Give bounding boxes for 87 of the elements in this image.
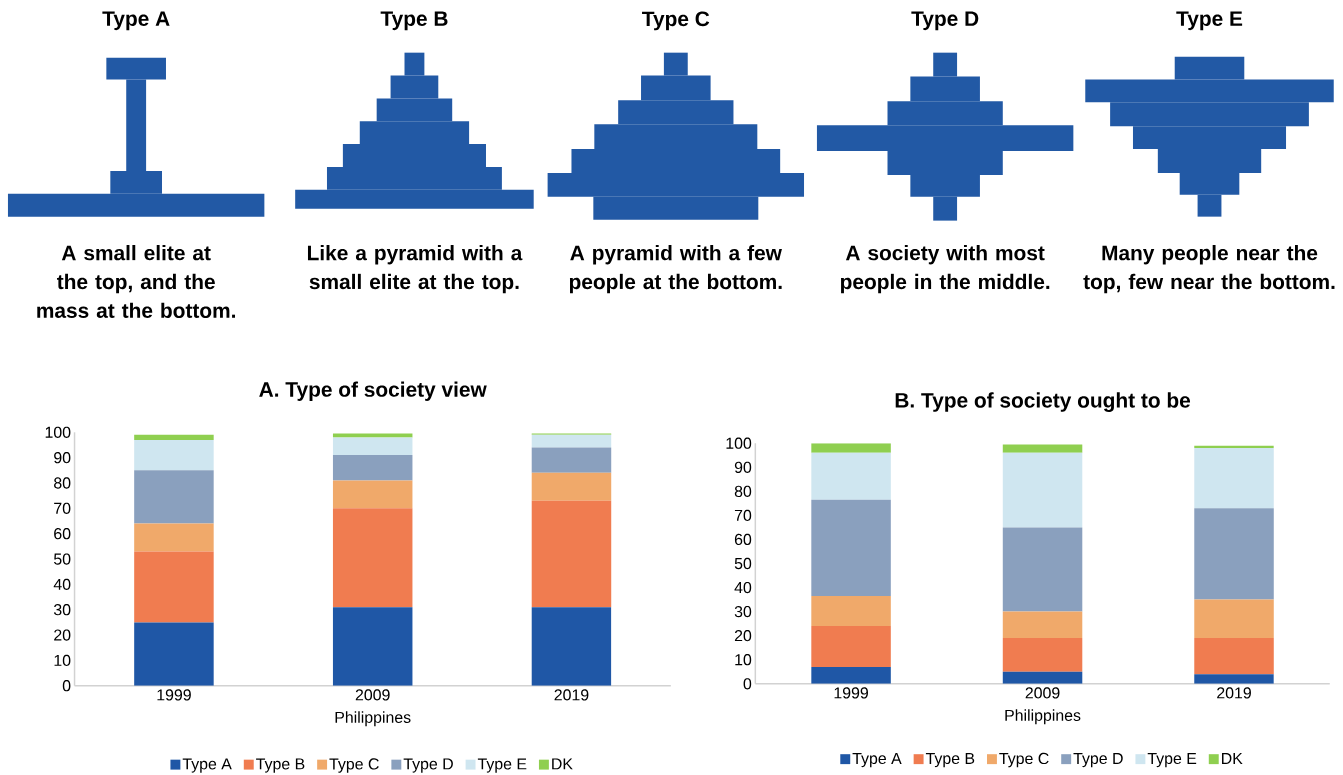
y-tick-label: 70 [734, 509, 752, 522]
y-tick-label: 100 [45, 426, 71, 438]
text: Type B [380, 11, 448, 31]
legend-label: Type D [403, 758, 453, 773]
bar [1002, 671, 1083, 684]
legend-label: Type B [256, 758, 305, 773]
bar [1002, 611, 1083, 639]
x-axis-title: Philippines [335, 711, 411, 727]
x-tick-label: 2019 [1217, 687, 1251, 699]
bar [1194, 599, 1274, 639]
x-axis-title: Philippines [1005, 709, 1081, 725]
text: Type C [642, 11, 710, 31]
bar [134, 470, 214, 524]
y-tick-label: 50 [734, 557, 752, 570]
bar [134, 434, 214, 440]
bar [811, 596, 891, 627]
text: Like a pyramid with a small elite at the top. [307, 245, 523, 294]
text: Type A [102, 11, 170, 31]
bar [134, 551, 214, 623]
bar [134, 439, 214, 471]
y-tick-label: 40 [53, 578, 71, 591]
bar [1194, 638, 1274, 675]
legend-label: Type C [329, 758, 379, 773]
bar [531, 500, 612, 608]
x-tick-label: 2019 [554, 689, 589, 701]
y-tick-label: 80 [734, 485, 752, 498]
legend-label: Type E [477, 758, 527, 773]
y-tick-label: 80 [54, 477, 71, 489]
y-tick-label: 30 [53, 604, 71, 616]
bar [1002, 444, 1083, 453]
y-tick-label: 100 [726, 437, 752, 449]
text: A small elite at the top, and the mass at the bottom. [37, 245, 236, 319]
y-tick-label: 60 [734, 533, 752, 546]
y-tick-label: 90 [54, 452, 71, 464]
bar [811, 626, 891, 667]
y-tick-label: 20 [54, 629, 71, 641]
bar [134, 622, 214, 686]
y-tick-label: 60 [54, 528, 71, 540]
text: Type D [911, 11, 979, 31]
y-tick-label: 0 [743, 678, 752, 690]
x-tick-label: 1999 [157, 689, 191, 701]
bar [1194, 508, 1274, 600]
bar [1002, 527, 1083, 612]
y-tick-label: 0 [62, 680, 71, 692]
bar [531, 434, 612, 448]
bar [332, 607, 413, 686]
legend-label: Type E [1147, 752, 1197, 768]
legend-label: Type A [182, 758, 232, 773]
bar [531, 472, 612, 501]
bar [811, 443, 891, 453]
chart-title: A. Type of society view [259, 381, 487, 402]
text: Type E [1176, 11, 1243, 31]
y-tick-label: 90 [734, 461, 752, 473]
y-tick-label: 50 [53, 553, 71, 565]
bar [1194, 674, 1274, 684]
legend-label: DK [1222, 752, 1243, 764]
y-tick-label: 10 [54, 654, 71, 667]
x-tick-label: 2009 [355, 689, 390, 701]
y-tick-label: 30 [734, 606, 752, 618]
bar [332, 480, 413, 509]
bar [811, 666, 891, 684]
y-tick-label: 70 [54, 502, 71, 515]
bar [1194, 448, 1274, 509]
chart-title: B. Type of society ought to be [895, 392, 1191, 412]
bar [134, 523, 214, 552]
legend-label: Type B [925, 752, 975, 768]
x-tick-label: 2009 [1025, 687, 1060, 699]
bar [811, 452, 891, 500]
legend-label: Type A [852, 752, 902, 768]
text: A pyramid with a few people at the bottom. [569, 245, 782, 294]
y-tick-label: 10 [735, 654, 752, 666]
bar [1002, 638, 1083, 672]
text: A society with most people in the middle. [841, 245, 1050, 294]
x-tick-label: 1999 [834, 687, 868, 699]
legend-label: Type D [1073, 752, 1123, 768]
legend-label: DK [552, 758, 573, 770]
bar [1002, 452, 1083, 528]
bar [531, 447, 612, 473]
bar [332, 437, 413, 456]
bar [332, 455, 413, 481]
y-tick-label: 40 [734, 581, 752, 594]
bar [811, 499, 891, 597]
legend-label: Type C [999, 752, 1049, 768]
text: Many people near the top, few near the bottom. [1083, 245, 1335, 294]
bar [332, 508, 413, 608]
y-tick-label: 20 [734, 630, 752, 642]
bar [531, 607, 612, 686]
